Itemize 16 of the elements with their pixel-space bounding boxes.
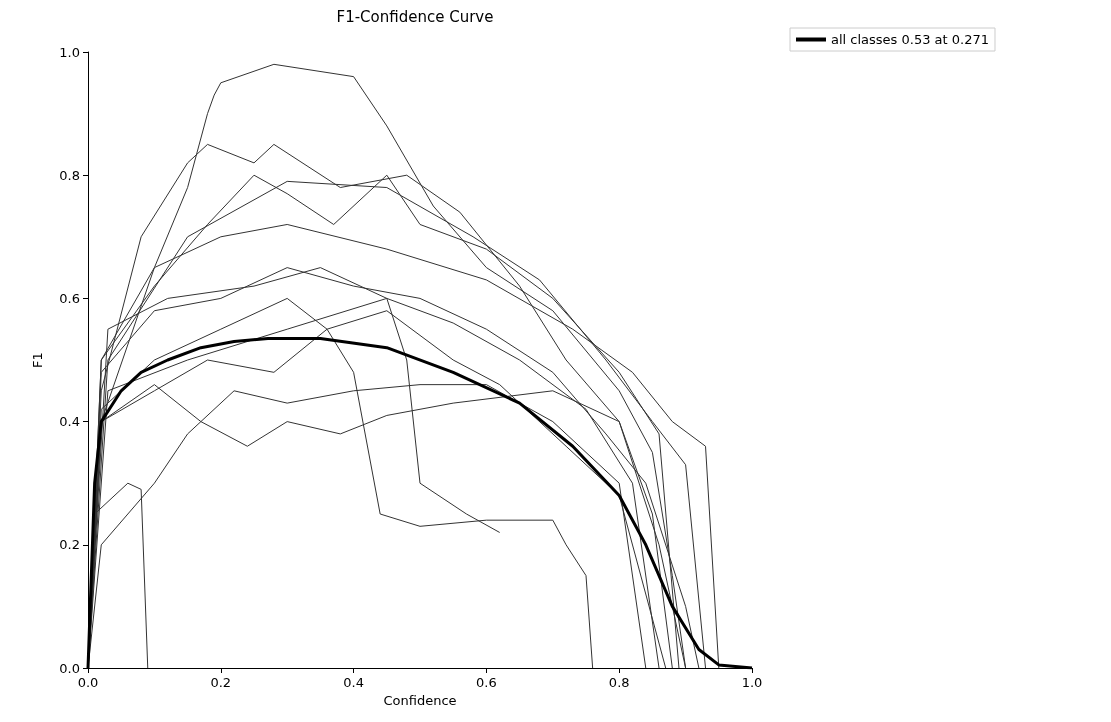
x-tick-label: 0.6 xyxy=(476,675,497,690)
x-tick-label: 0.8 xyxy=(608,675,630,690)
x-tick-label: 1.0 xyxy=(741,675,763,690)
x-axis-title: Confidence xyxy=(383,693,457,708)
y-tick-label: 0.2 xyxy=(59,537,80,553)
y-tick-label: 0.4 xyxy=(59,414,80,430)
x-tick-label: 0.4 xyxy=(343,675,364,690)
x-tick-label: 0.2 xyxy=(210,675,232,690)
y-axis-title: F1 xyxy=(30,352,45,368)
y-tick-label: 0.8 xyxy=(59,167,80,183)
y-tick-label: 0.0 xyxy=(59,660,80,676)
x-tick-label: 0.0 xyxy=(77,675,99,690)
chart-title: F1-Confidence Curve xyxy=(336,7,494,26)
y-tick-label: 0.6 xyxy=(59,290,80,306)
legend-label: all classes 0.53 at 0.271 xyxy=(831,32,989,47)
y-tick-label: 1.0 xyxy=(59,44,80,60)
